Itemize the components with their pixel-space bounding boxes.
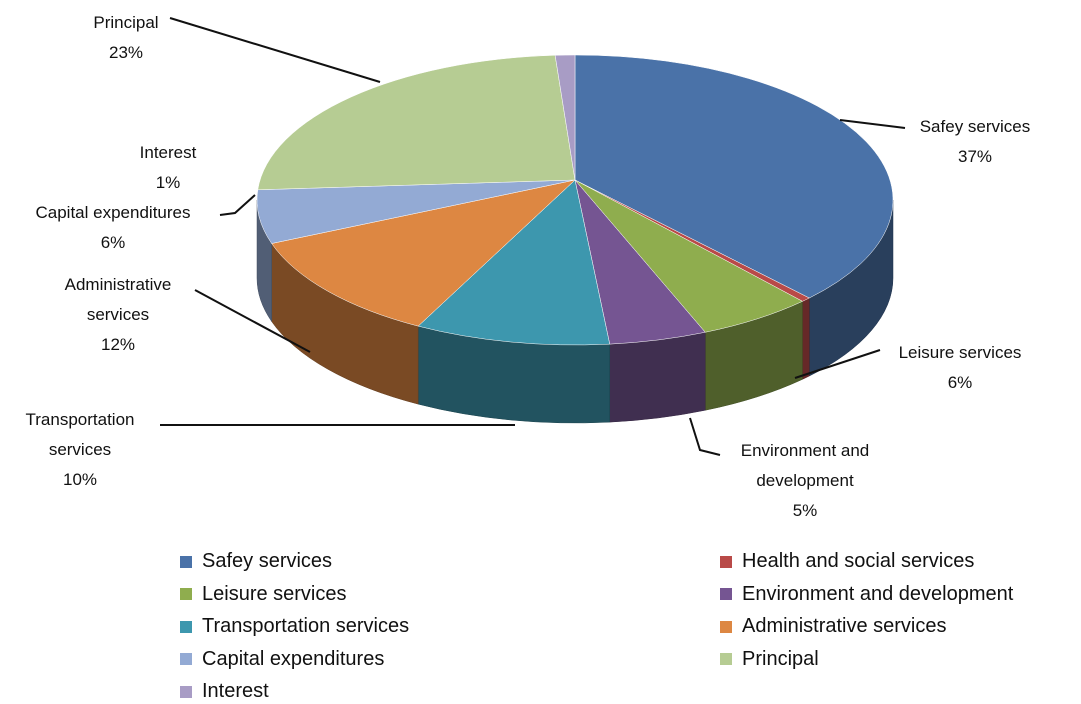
legend-label: Leisure services bbox=[202, 582, 347, 605]
legend-swatch bbox=[720, 555, 732, 568]
leader-line bbox=[689, 417, 721, 456]
legend-swatch bbox=[720, 588, 732, 600]
callout-value: 23% bbox=[108, 43, 144, 62]
slice bbox=[554, 54, 576, 181]
callout-value: 5% bbox=[792, 501, 818, 520]
leader-line bbox=[839, 119, 906, 129]
legend-swatch bbox=[180, 685, 192, 698]
legend-item: Principal bbox=[720, 648, 819, 671]
callout-category: Leisure services bbox=[898, 343, 1022, 362]
legend-swatch bbox=[180, 620, 192, 633]
slice bbox=[574, 54, 894, 299]
legend-item: Safey services bbox=[180, 550, 332, 573]
slice bbox=[271, 179, 576, 327]
callout-category: Administrative services bbox=[64, 275, 172, 324]
callout: Environment and development 5% bbox=[715, 436, 895, 526]
legend-item: Environment and development bbox=[720, 583, 1013, 606]
slice bbox=[257, 55, 576, 191]
callout-category: Principal bbox=[93, 13, 159, 32]
callout-category: Transportation services bbox=[25, 410, 135, 459]
legend-item: Administrative services bbox=[720, 615, 947, 638]
callout-category: Environment and development bbox=[740, 441, 870, 490]
slice-side bbox=[802, 297, 810, 380]
callout: Administrative services 12% bbox=[43, 270, 193, 360]
legend-item: Leisure services bbox=[180, 583, 347, 606]
callout: Interest 1% bbox=[98, 138, 238, 198]
legend-item: Interest bbox=[180, 680, 269, 703]
callout-value: 1% bbox=[155, 173, 181, 192]
legend-swatch bbox=[180, 588, 192, 600]
leader-line bbox=[169, 17, 381, 83]
legend-label: Administrative services bbox=[742, 615, 947, 637]
leader-line bbox=[219, 194, 256, 216]
slice-side bbox=[609, 331, 706, 423]
callout: Safey services 37% bbox=[895, 112, 1055, 172]
legend-swatch bbox=[180, 653, 192, 665]
legend-item: Capital expenditures bbox=[180, 648, 384, 671]
legend-swatch bbox=[720, 620, 732, 633]
legend-label: Principal bbox=[742, 647, 819, 670]
slice bbox=[574, 179, 804, 333]
leader-line bbox=[194, 289, 311, 353]
legend-label: Safey services bbox=[202, 550, 333, 572]
callout-value: 12% bbox=[100, 335, 136, 354]
slice bbox=[256, 179, 576, 244]
callout: Leisure services 6% bbox=[880, 338, 1040, 398]
callout: Principal 23% bbox=[56, 8, 196, 68]
callout-value: 10% bbox=[62, 470, 98, 489]
callout: Capital expenditures 6% bbox=[3, 198, 223, 258]
legend-label: Capital expenditures bbox=[202, 647, 385, 670]
leader-line bbox=[794, 349, 881, 379]
legend-item: Transportation services bbox=[180, 615, 409, 638]
legend-label: Health and social services bbox=[742, 550, 975, 572]
legend-swatch bbox=[720, 653, 732, 665]
callout-category: Capital expenditures bbox=[35, 203, 191, 222]
slice bbox=[417, 179, 611, 346]
legend-swatch bbox=[180, 555, 192, 568]
callout-value: 37% bbox=[957, 147, 993, 166]
callout-category: Interest bbox=[139, 143, 197, 162]
callout-value: 6% bbox=[100, 233, 126, 252]
callout: Transportation services 10% bbox=[5, 405, 155, 495]
legend-label: Transportation services bbox=[202, 615, 410, 637]
callout-value: 6% bbox=[947, 373, 973, 392]
legend-label: Environment and development bbox=[742, 582, 1014, 605]
legend-label: Interest bbox=[202, 680, 269, 702]
callout-category: Safey services bbox=[919, 117, 1031, 136]
legend-item: Health and social services bbox=[720, 550, 974, 573]
